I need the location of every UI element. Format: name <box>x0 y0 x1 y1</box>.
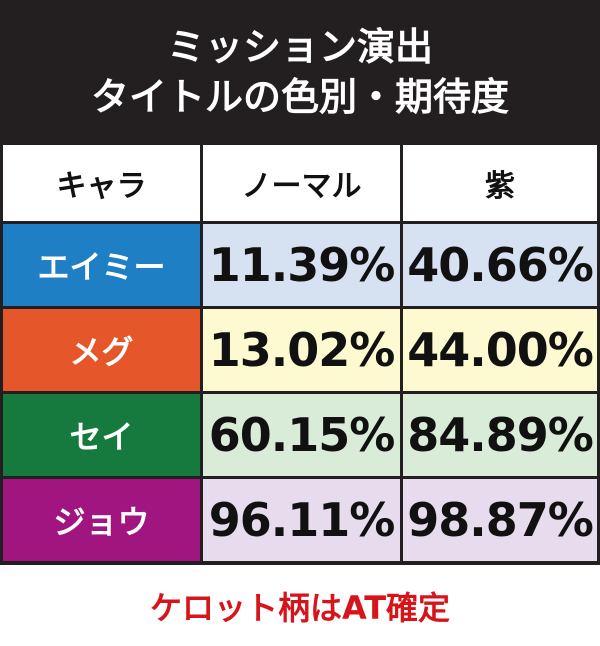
probability: 44.00% <box>403 309 597 391</box>
column-header: ノーマル <box>203 145 400 221</box>
probability: 60.15% <box>203 394 400 476</box>
probability: 96.11% <box>203 479 400 561</box>
title-line: タイトルの色別・期待度 <box>90 75 509 119</box>
column-header: キャラ <box>3 145 200 221</box>
probability: 98.87% <box>403 479 597 561</box>
probability: 40.66% <box>403 224 597 306</box>
character-name: エイミー <box>3 224 200 306</box>
character-name: セイ <box>3 394 200 476</box>
character-name: ジョウ <box>3 479 200 561</box>
column-header: 紫 <box>403 145 597 221</box>
footer-note: ケロット柄はAT確定 <box>0 565 600 646</box>
character-name: メグ <box>3 309 200 391</box>
probability: 11.39% <box>203 224 400 306</box>
probability: 84.89% <box>403 394 597 476</box>
title-line: ミッション演出 <box>166 25 433 69</box>
probability: 13.02% <box>203 309 400 391</box>
